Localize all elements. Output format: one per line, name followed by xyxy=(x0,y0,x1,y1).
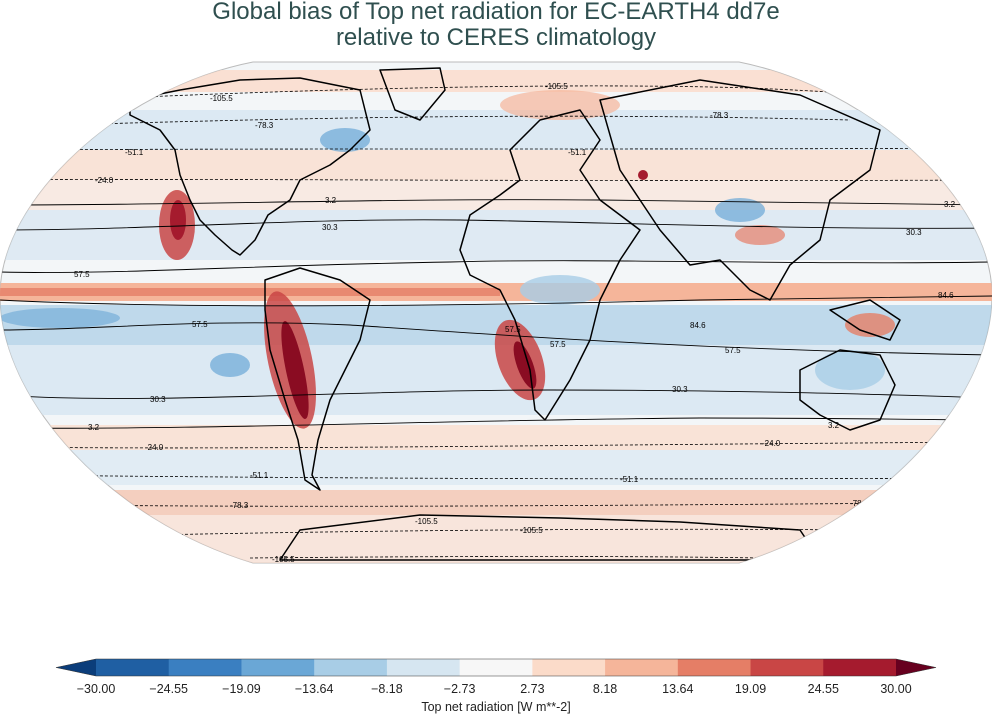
colorbar-tick-label: −30.00 xyxy=(76,682,116,696)
contour-label: 84.6 xyxy=(938,291,954,300)
colorbar-tick-label: 30.00 xyxy=(880,682,912,696)
map-title-line2: relative to CERES climatology xyxy=(335,24,657,51)
south-america-coast xyxy=(264,267,371,491)
colorbar-tick-label: −19.09 xyxy=(222,682,261,696)
colorbar-extend-low xyxy=(56,659,96,676)
contour-label: 3.2 xyxy=(944,200,956,209)
contour-label: -51.1 xyxy=(620,475,639,484)
colorbar-segment xyxy=(168,659,242,676)
colorbar-segment xyxy=(241,659,315,676)
colorbar-segment xyxy=(459,659,533,676)
north-america-coast xyxy=(129,77,371,256)
colorbar-segment xyxy=(823,659,897,676)
contour-label: -78.3 xyxy=(255,121,274,130)
maritime-continent-coast xyxy=(829,299,901,341)
contour-label: 57.5 xyxy=(725,346,741,355)
contour-label: -24.0 xyxy=(95,176,114,185)
contour-label: -105.5 xyxy=(210,94,233,103)
contour-label: -105.5 xyxy=(545,82,568,91)
contour-label: -24.0 xyxy=(762,439,781,448)
colorbar-tick-label: −13.64 xyxy=(294,682,334,696)
contour-label: 30.3 xyxy=(672,385,688,394)
colorbar-tick-label: −24.55 xyxy=(149,682,189,696)
colorbar-tick-label: 24.55 xyxy=(807,682,839,696)
contour-label: -105.5 xyxy=(520,526,543,535)
colorbar-segment xyxy=(314,659,388,676)
colorbar-segment xyxy=(96,659,170,676)
bias-field: -105.5 -105.5 -105.5 -105.5 -105.5 -78.3… xyxy=(0,67,992,564)
contour-label: -78.3 xyxy=(230,501,249,510)
colorbar-outline xyxy=(55,658,937,677)
contour-label: 30.3 xyxy=(906,228,922,237)
contour-label: 57.5 xyxy=(192,320,208,329)
contour-label: 3.2 xyxy=(828,421,840,430)
contour-label: 57.5 xyxy=(505,325,521,334)
colorbar-label: Top net radiation [W m**-2] xyxy=(421,700,571,714)
contour-label: 57.5 xyxy=(550,340,566,349)
colorbar-segment xyxy=(677,659,752,676)
contour-label: 84.6 xyxy=(690,321,706,330)
greenland-coast xyxy=(379,67,446,121)
colorbar-extend-high xyxy=(896,659,936,676)
colorbar-tick-label: −8.18 xyxy=(371,682,403,696)
colorbar-tick-label: 8.18 xyxy=(592,682,618,696)
colorbar xyxy=(55,658,937,677)
contour-label: 3.2 xyxy=(88,423,100,432)
contour-label: -105.5 xyxy=(415,517,438,526)
colorbar-tick-label: 13.64 xyxy=(662,682,694,696)
antarctica-coast xyxy=(279,514,821,561)
colorbar-tick-label: 2.73 xyxy=(520,682,545,696)
contour-label: 30.3 xyxy=(150,395,166,404)
asia-coast xyxy=(599,79,881,301)
contour-label: 3.2 xyxy=(325,196,337,205)
contour-label: -51.1 xyxy=(568,148,587,157)
map-title-line1: Global bias of Top net radiation for EC-… xyxy=(212,0,780,25)
australia-coast xyxy=(799,349,896,431)
colorbar-segment xyxy=(386,659,461,676)
contour-label: 30.3 xyxy=(322,223,338,232)
contour-label: -105.5 xyxy=(272,555,295,564)
colorbar-segment xyxy=(532,659,606,676)
contour-label: 57.5 xyxy=(74,270,90,279)
colorbar-segment xyxy=(605,659,679,676)
contour-label: -78.3 xyxy=(710,111,729,120)
contour-label: -51.1 xyxy=(125,148,144,157)
europe-africa-coast xyxy=(459,109,641,421)
colorbar-tick-label: −2.73 xyxy=(443,682,476,696)
contour-label: -51.1 xyxy=(250,471,269,480)
contour-label: -24.0 xyxy=(145,443,164,452)
colorbar-tick-label: 19.09 xyxy=(734,682,767,696)
colorbar-segment xyxy=(750,659,824,676)
